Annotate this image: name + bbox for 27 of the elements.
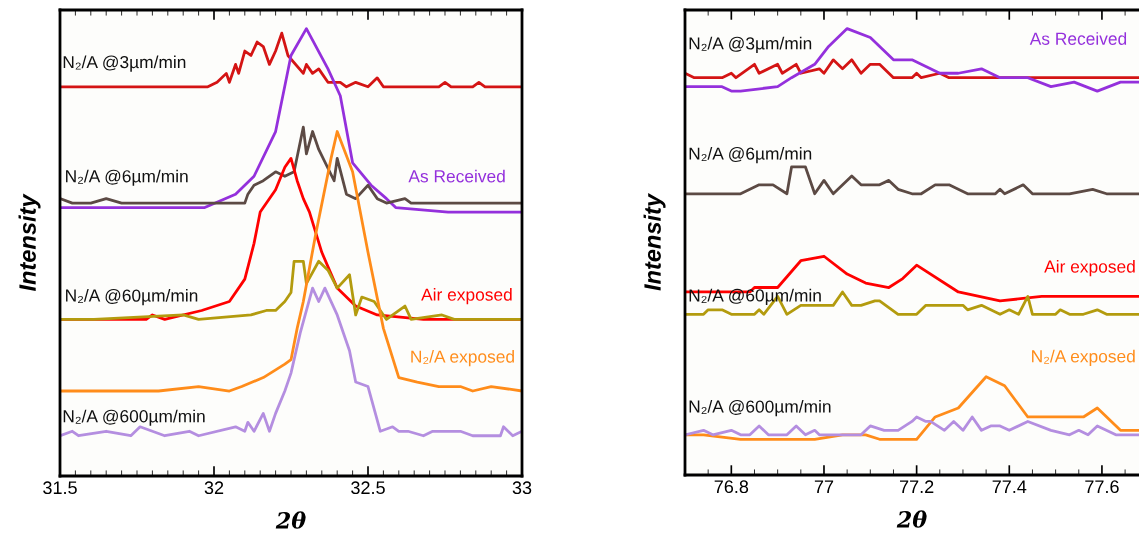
x-axis-title: 2θ — [896, 510, 927, 528]
series-label: Air exposed — [421, 288, 512, 305]
series-label: N₂/A exposed — [411, 350, 514, 367]
series-label: N₂/A @600µm/min — [689, 399, 831, 417]
series-label: N₂/A @600µm/min — [63, 409, 205, 426]
y-axis-title: Intensity — [18, 193, 41, 292]
x-tick-label: 32 — [204, 481, 224, 495]
x-axis-title: 2θ — [275, 511, 306, 529]
series-label: N₂/A @6µm/min — [66, 169, 188, 186]
series-label: N₂/A @60µm/min — [66, 288, 198, 306]
x-tick-label: 77.2 — [899, 480, 934, 493]
series-label: N₂/A @3µm/min — [63, 55, 186, 72]
x-tick-label: 31.5 — [43, 481, 77, 495]
x-tick-label: 33 — [512, 481, 532, 495]
series-label: As Received — [408, 169, 505, 183]
x-tick-label: 76.8 — [714, 480, 749, 494]
x-tick-label: 32.5 — [351, 481, 385, 495]
series-label: As Received — [1029, 32, 1127, 45]
series-label: N₂/A @6µm/min — [689, 146, 812, 164]
x-tick-label: 77 — [814, 480, 834, 493]
x-tick-label: 77.6 — [1085, 480, 1119, 494]
series-label: N₂/A @3µm/min — [689, 36, 812, 53]
y-axis-title: Intensity — [643, 192, 666, 291]
series-label: Air exposed — [1044, 259, 1135, 277]
series-label: N₂/A @60µm/min — [689, 288, 821, 305]
x-tick-label: 77.4 — [992, 480, 1027, 493]
series-label: N₂/A exposed — [1032, 349, 1135, 366]
